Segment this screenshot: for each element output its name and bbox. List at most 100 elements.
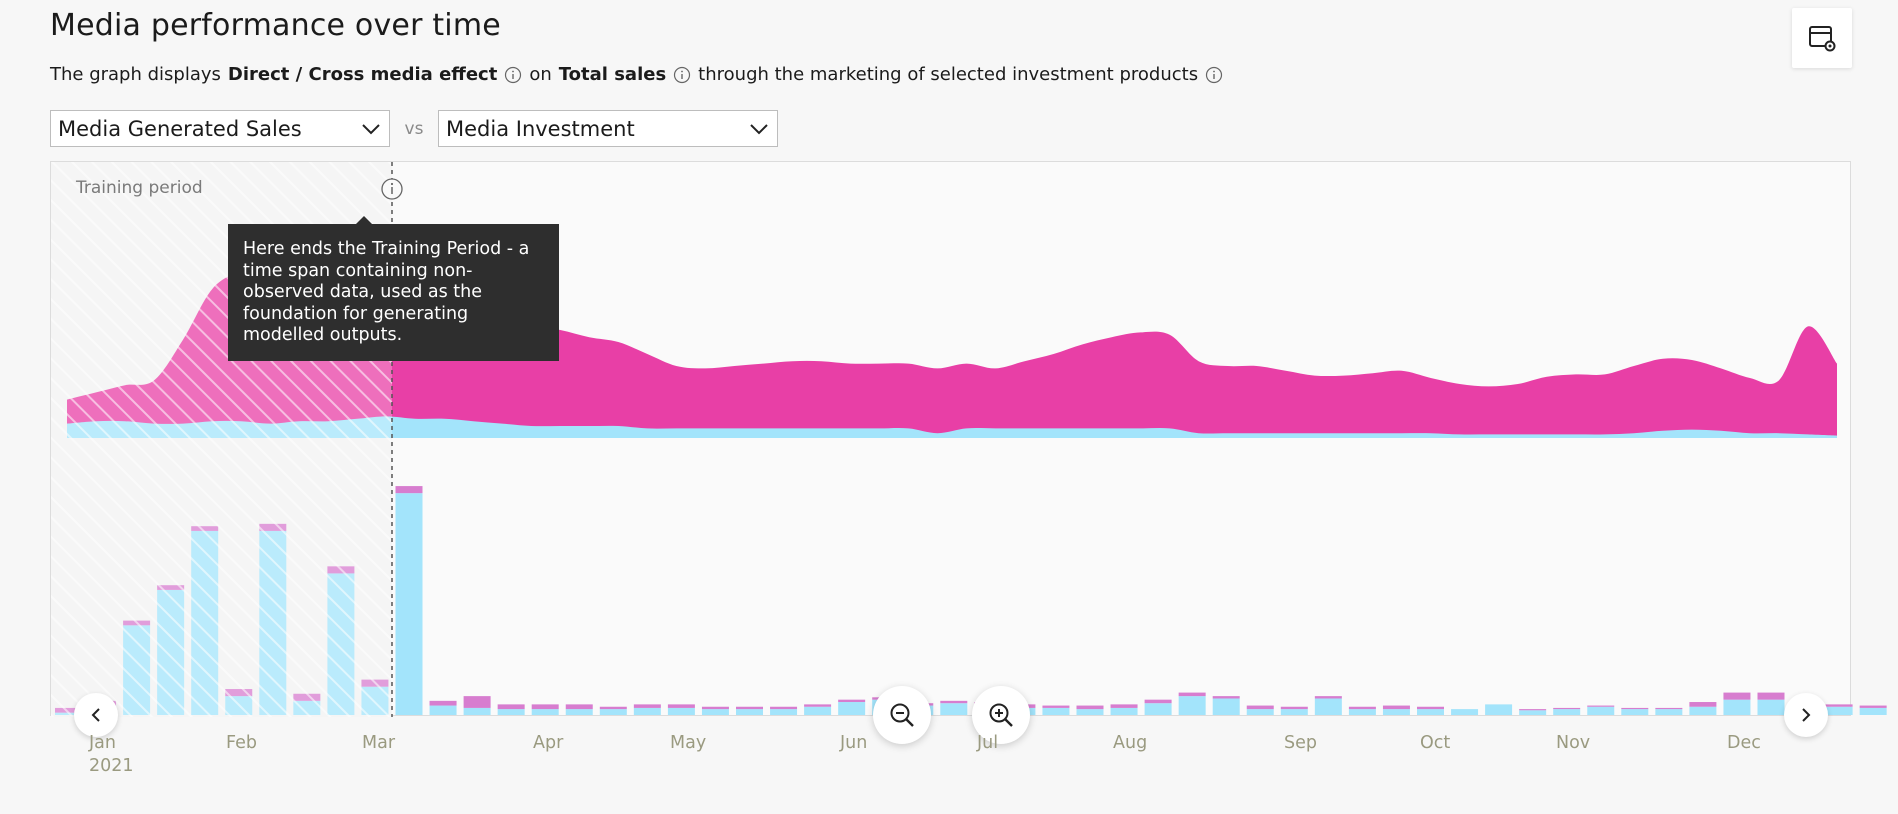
description-on: on xyxy=(529,64,552,85)
left-metric-value: Media Generated Sales xyxy=(58,116,302,141)
bar-investment-top[interactable] xyxy=(1348,706,1376,710)
bar-investment-top[interactable] xyxy=(1314,696,1342,699)
bar-investment[interactable] xyxy=(1076,709,1104,715)
bar-investment[interactable] xyxy=(1110,707,1138,715)
bar-investment-top[interactable] xyxy=(701,706,729,710)
bar-investment-top[interactable] xyxy=(1110,704,1138,708)
bar-investment-top[interactable] xyxy=(599,706,627,710)
bar-investment-top[interactable] xyxy=(1553,707,1581,710)
bar-investment[interactable] xyxy=(1144,703,1172,715)
bar-investment-top[interactable] xyxy=(531,704,559,710)
bar-investment[interactable] xyxy=(1246,709,1274,715)
bar-investment-top[interactable] xyxy=(1144,699,1172,704)
training-info-icon[interactable] xyxy=(381,178,403,200)
bar-investment-top[interactable] xyxy=(633,704,661,708)
bar-investment-top[interactable] xyxy=(565,704,593,710)
chart-area: Training period Here ends the Training P… xyxy=(50,161,1887,717)
bar-investment[interactable] xyxy=(1689,706,1717,715)
zoom-out-icon xyxy=(890,703,914,727)
bar-investment-top[interactable] xyxy=(770,706,798,710)
bar-investment-top[interactable] xyxy=(395,486,423,494)
bar-investment-top[interactable] xyxy=(1621,707,1649,710)
x-tick-label: May xyxy=(670,733,707,753)
bar-investment-top[interactable] xyxy=(667,704,695,708)
bar-investment-top[interactable] xyxy=(1382,705,1410,710)
bar-investment[interactable] xyxy=(1042,707,1070,715)
table-settings-icon xyxy=(1809,26,1836,52)
area-cross-effect xyxy=(67,416,1837,438)
bar-investment[interactable] xyxy=(1348,709,1376,715)
bar-investment[interactable] xyxy=(940,703,968,715)
info-icon[interactable] xyxy=(504,66,522,84)
bar-investment[interactable] xyxy=(804,706,832,715)
bar-investment[interactable] xyxy=(1587,706,1615,715)
zoom-in-button[interactable] xyxy=(972,686,1030,744)
bar-investment[interactable] xyxy=(1178,696,1206,715)
bar-investment[interactable] xyxy=(1382,709,1410,715)
bar-investment[interactable] xyxy=(1859,707,1887,715)
bar-investment[interactable] xyxy=(395,493,423,715)
info-icon[interactable] xyxy=(1205,66,1223,84)
bar-investment-top[interactable] xyxy=(1723,692,1751,700)
bar-investment[interactable] xyxy=(1553,709,1581,715)
bar-investment-top[interactable] xyxy=(429,700,457,706)
bar-investment[interactable] xyxy=(1314,698,1342,715)
bar-investment[interactable] xyxy=(599,709,627,715)
right-metric-dropdown[interactable]: Media Investment xyxy=(438,110,778,147)
bar-investment-top[interactable] xyxy=(1042,705,1070,708)
bar-investment[interactable] xyxy=(736,709,763,715)
bar-investment[interactable] xyxy=(667,707,695,715)
bar-investment[interactable] xyxy=(1723,699,1751,715)
bar-investment-top[interactable] xyxy=(1689,702,1717,707)
scroll-left-button[interactable] xyxy=(74,693,118,737)
bar-investment-top[interactable] xyxy=(838,699,866,703)
bar-investment[interactable] xyxy=(770,709,798,715)
bar-investment-top[interactable] xyxy=(1655,707,1683,710)
bar-investment-top[interactable] xyxy=(1757,692,1785,700)
bar-investment[interactable] xyxy=(429,705,457,715)
bar-investment-top[interactable] xyxy=(1859,705,1887,708)
bar-investment-top[interactable] xyxy=(1280,706,1308,710)
bar-investment[interactable] xyxy=(1417,709,1444,715)
bar-investment[interactable] xyxy=(1825,706,1853,715)
chevron-down-icon xyxy=(362,123,380,134)
bar-investment-top[interactable] xyxy=(1825,704,1853,707)
bar-investment-top[interactable] xyxy=(736,706,763,710)
left-metric-dropdown[interactable]: Media Generated Sales xyxy=(50,110,390,147)
bar-investment[interactable] xyxy=(633,707,661,715)
bar-investment[interactable] xyxy=(1485,704,1513,715)
area-direct-effect xyxy=(67,255,1837,438)
bar-investment[interactable] xyxy=(1451,709,1479,715)
bar-investment[interactable] xyxy=(1212,698,1240,715)
x-tick-label: Aug xyxy=(1113,733,1148,753)
bar-investment-top[interactable] xyxy=(1587,705,1615,707)
bar-investment[interactable] xyxy=(1280,709,1308,715)
chart-description: The graph displays Direct / Cross media … xyxy=(50,64,1223,85)
scroll-right-button[interactable] xyxy=(1784,693,1828,737)
bar-investment-top[interactable] xyxy=(1417,706,1444,710)
bar-investment[interactable] xyxy=(565,709,593,715)
bar-investment[interactable] xyxy=(497,709,525,715)
bar-investment-top[interactable] xyxy=(1246,705,1274,710)
bar-investment[interactable] xyxy=(1757,699,1785,715)
bar-investment[interactable] xyxy=(838,702,866,715)
x-tick-label: Apr xyxy=(533,733,564,753)
zoom-out-button[interactable] xyxy=(873,686,931,744)
bar-investment[interactable] xyxy=(1655,709,1683,715)
bar-investment-top[interactable] xyxy=(1076,705,1104,710)
info-icon[interactable] xyxy=(673,66,691,84)
bar-investment[interactable] xyxy=(463,707,491,715)
bar-investment-top[interactable] xyxy=(940,700,968,704)
bar-investment[interactable] xyxy=(701,709,729,715)
chart-settings-button[interactable] xyxy=(1792,8,1852,68)
bar-investment-top[interactable] xyxy=(1519,709,1547,711)
bar-investment[interactable] xyxy=(531,709,559,715)
bar-investment[interactable] xyxy=(1519,710,1547,715)
zoom-in-icon xyxy=(989,703,1013,727)
bar-investment-top[interactable] xyxy=(463,696,491,708)
bar-investment-top[interactable] xyxy=(1212,696,1240,699)
bar-investment[interactable] xyxy=(1621,709,1649,715)
bar-investment-top[interactable] xyxy=(804,704,832,707)
bar-investment-top[interactable] xyxy=(1178,692,1206,697)
bar-investment-top[interactable] xyxy=(497,704,525,710)
